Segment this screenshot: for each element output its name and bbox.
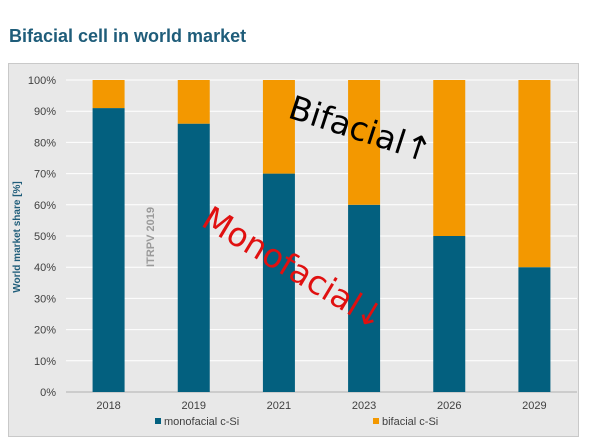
legend-swatch-monofacial <box>155 418 161 424</box>
x-tick-label: 2019 <box>182 400 206 412</box>
legend-label-monofacial: monofacial c-Si <box>164 416 239 428</box>
y-tick-label: 50% <box>34 231 56 243</box>
y-axis-label: World market share [%] <box>12 181 23 293</box>
bar-bifacial-2026 <box>433 80 466 236</box>
y-tick-labels: 0% 10% 20% 30% 40% 50% 60% 70% 80% 90% 100% <box>28 75 56 399</box>
bar-monofacial-2023 <box>348 204 381 392</box>
watermark-text: ITRPV 2019 <box>145 207 157 267</box>
gridlines <box>66 79 577 393</box>
y-tick-label: 90% <box>34 106 56 118</box>
y-tick-label: 10% <box>34 356 56 368</box>
y-tick-label: 100% <box>28 75 56 87</box>
legend-label-bifacial: bifacial c-Si <box>382 416 438 428</box>
x-tick-label: 2021 <box>267 400 291 412</box>
y-tick-label: 60% <box>34 200 56 212</box>
y-tick-label: 40% <box>34 262 56 274</box>
bar-monofacial-2026 <box>433 236 466 392</box>
x-tick-label: 2023 <box>352 400 376 412</box>
bars <box>92 80 551 393</box>
y-tick-label: 0% <box>40 387 56 399</box>
bar-bifacial-2021 <box>262 80 295 174</box>
legend: monofacial c-Si bifacial c-Si <box>155 416 438 428</box>
y-tick-label: 20% <box>34 325 56 337</box>
x-tick-label: 2018 <box>96 400 120 412</box>
y-tick-label: 80% <box>34 137 56 149</box>
y-tick-label: 30% <box>34 293 56 305</box>
bar-monofacial-2029 <box>518 267 551 392</box>
page-title: Bifacial cell in world market <box>9 26 247 46</box>
bar-monofacial-2018 <box>92 108 125 392</box>
bar-bifacial-2023 <box>348 80 381 205</box>
x-tick-label: 2029 <box>522 400 546 412</box>
legend-swatch-bifacial <box>373 418 379 424</box>
bar-bifacial-2029 <box>518 80 551 268</box>
x-tick-labels: 2018 2019 2021 2023 2026 2029 <box>96 400 546 412</box>
bar-monofacial-2019 <box>177 123 210 393</box>
x-tick-label: 2026 <box>437 400 461 412</box>
y-tick-label: 70% <box>34 169 56 181</box>
bar-bifacial-2018 <box>92 80 125 109</box>
bar-monofacial-2021 <box>262 173 295 392</box>
bar-bifacial-2019 <box>177 80 210 124</box>
